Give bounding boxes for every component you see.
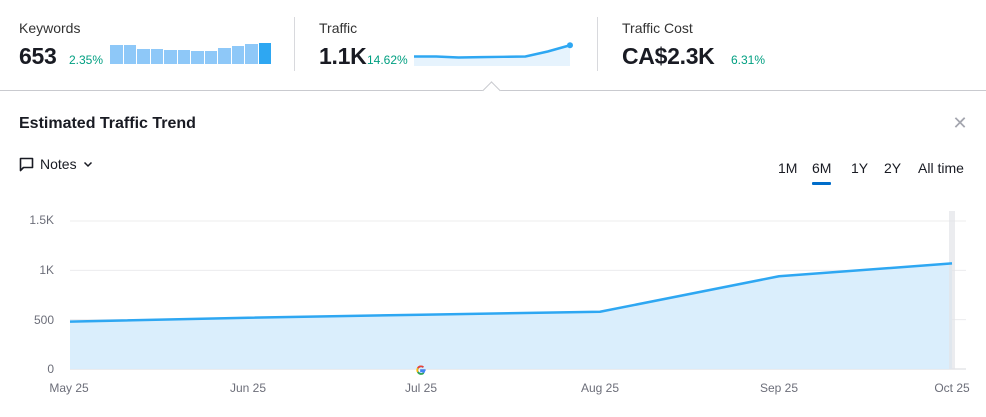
divider [294,17,295,71]
traffic-line-sparkline [414,42,573,66]
tab-1y[interactable]: 1Y [851,160,869,176]
x-tick: May 25 [49,381,89,395]
tab-6m[interactable]: 6M [812,160,832,185]
notes-dropdown[interactable]: Notes [19,156,93,172]
period-tabs: 1M 6M 1Y 2Y All time [0,160,986,190]
y-tick: 1K [39,263,54,277]
x-tick: Aug 25 [580,381,620,395]
keyword-bar [218,48,231,64]
close-icon[interactable]: ✕ [952,113,968,133]
metric-delta: 2.35% [69,53,104,67]
x-tick: Sep 25 [759,381,799,395]
keyword-bar [204,51,217,64]
chevron-down-icon [83,161,92,168]
keyword-bar [164,50,177,64]
y-tick: 500 [33,313,54,327]
keyword-bar [231,46,244,64]
divider [597,17,598,71]
y-tick: 0 [47,362,54,376]
keyword-bar [123,45,136,64]
metric-value: 653 [19,43,57,69]
google-update-icon[interactable] [415,364,427,376]
metric-delta: 6.31% [731,53,766,67]
metric-delta: 14.62% [367,53,408,67]
metric-label: Traffic Cost [622,20,693,36]
metrics-bar: Keywords 653 2.35% Traffic 1.1K 14.62% T… [0,0,986,90]
keyword-bar [137,49,150,64]
metric-keywords[interactable]: Keywords 653 2.35% [19,18,279,70]
x-tick: Jun 25 [229,381,267,395]
keyword-bar [258,43,271,64]
x-tick: Oct 25 [934,381,970,395]
tab-all-time[interactable]: All time [918,160,964,176]
x-tick: Jul 25 [404,381,438,395]
keywords-bar-sparkline [110,42,271,64]
keyword-bar [150,49,163,64]
keyword-bar [110,45,123,64]
notes-label: Notes [40,156,77,172]
keyword-bar [191,51,204,64]
metric-label: Traffic [319,20,358,36]
metric-label: Keywords [19,20,81,36]
traffic-trend-chart[interactable]: 1.5K 1K 500 0 May 25 Jun 25 Jul 25 Aug 2… [0,200,986,417]
chart-plot [69,211,966,370]
comment-icon [19,157,34,171]
metric-traffic[interactable]: Traffic 1.1K 14.62% [319,18,579,70]
panel-title: Estimated Traffic Trend [19,115,196,132]
metric-value: 1.1K [319,43,367,69]
metric-traffic-cost[interactable]: Traffic Cost CA$2.3K 6.31% [622,18,922,70]
keyword-bar [177,50,190,64]
tab-2y[interactable]: 2Y [884,160,902,176]
tab-1m[interactable]: 1M [778,160,798,176]
metric-value: CA$2.3K [622,43,715,69]
y-tick: 1.5K [29,213,54,227]
keyword-bar [245,44,258,64]
